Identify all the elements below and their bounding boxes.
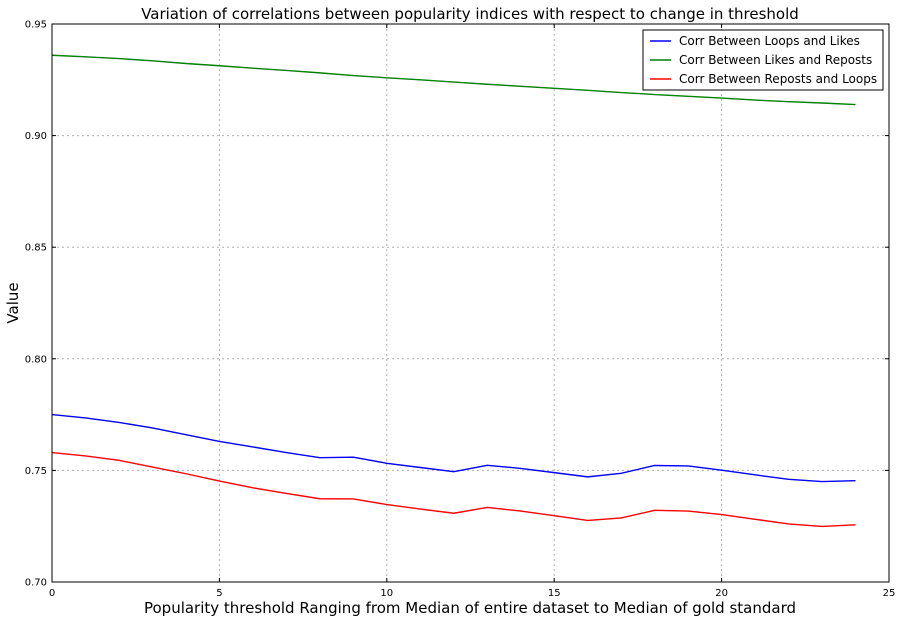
y-tick-label: 0.95 (25, 20, 47, 31)
y-tick-label: 0.75 (25, 466, 47, 477)
y-axis-title: Value (4, 282, 22, 323)
x-tick-label: 10 (380, 588, 393, 599)
series-line-3 (51, 451, 856, 528)
legend-box (642, 29, 884, 91)
y-tick-label: 0.90 (25, 131, 47, 142)
x-tick-label: 5 (216, 588, 222, 599)
x-tick-label: 20 (715, 588, 728, 599)
chart-title: Variation of correlations between popula… (141, 5, 799, 23)
legend-entry-label: Corr Between Loops and Likes (679, 34, 860, 48)
series-line-1 (51, 413, 856, 483)
x-tick-label: 15 (548, 588, 561, 599)
axis-tick-labels: 0 5 10 15 20 25 0.70 0.75 0.80 0.85 0.90 0.95 (25, 20, 896, 600)
x-axis-title: Popularity threshold Ranging from Median… (144, 599, 796, 617)
x-tick-label: 0 (49, 588, 55, 599)
legend-entry-label: Corr Between Likes and Reposts (679, 53, 872, 67)
y-tick-label: 0.70 (25, 578, 47, 589)
x-tick-label: 25 (883, 588, 896, 599)
series-lines (51, 54, 856, 528)
legend: Corr Between Loops and Likes Corr Between… (642, 29, 884, 91)
plot-frame (51, 23, 890, 583)
legend-entry-label: Corr Between Reposts and Loops (679, 72, 877, 86)
y-tick-label: 0.85 (25, 243, 47, 254)
y-tick-label: 0.80 (25, 354, 47, 365)
axis-ticks (51, 23, 890, 583)
series-line-2 (51, 54, 856, 106)
